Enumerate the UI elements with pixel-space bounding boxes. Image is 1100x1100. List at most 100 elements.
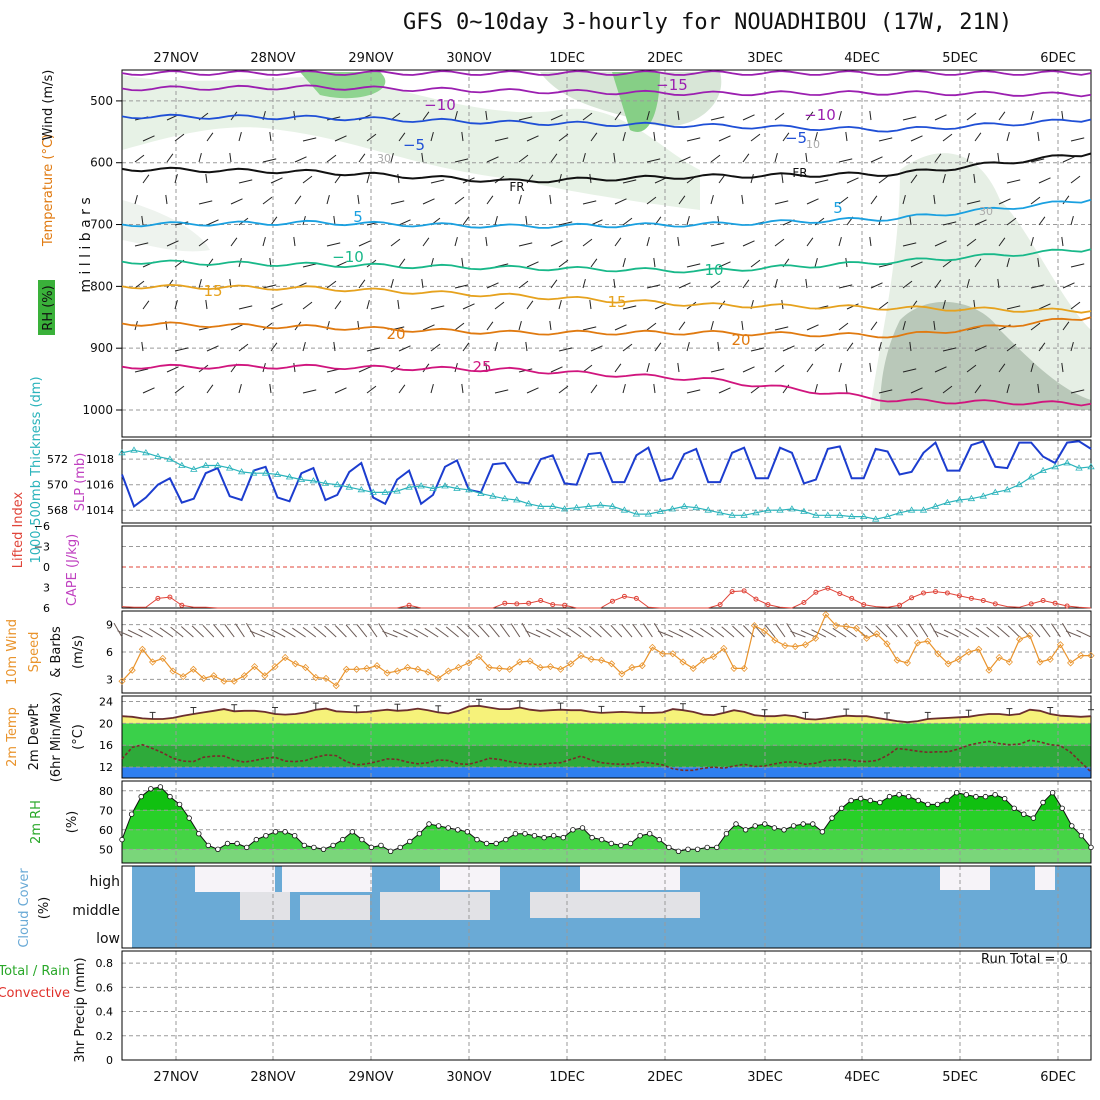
date-label-top: 27NOV [153,51,198,66]
rh-marker [608,840,614,847]
wind-barb [366,299,370,310]
rh-marker [435,823,442,829]
wind-barb [141,341,144,352]
cloud-gap-high [440,866,500,890]
thickness-marker [1087,463,1095,470]
wind-speed-marker [546,663,554,671]
rh-marker [224,840,231,847]
cloud-gap-high [282,866,372,892]
thickness-marker [333,480,342,488]
rh-marker [886,793,893,800]
wind-barb [997,278,1000,289]
wind-barb [1006,257,1010,268]
wind-barb [462,216,470,226]
wind-barb [134,242,149,247]
rh-marker [915,797,921,804]
wind-barb [907,623,919,638]
wind-barb [590,258,598,268]
wind-barb [1030,362,1034,373]
y-tick-label: 0 [43,561,50,574]
rh-marker [445,825,451,831]
wind-barb [599,625,612,638]
wind-barb [334,174,342,184]
thickness-marker [417,482,425,489]
rh-marker [656,836,662,843]
y-tick-label: 600 [90,156,113,170]
wind-barb [174,173,178,184]
wind-barb [518,154,529,163]
lifted-index-panel [121,525,1092,609]
wind-barb [462,303,475,310]
wind-barb [546,628,561,638]
wind-speed-marker [312,673,320,682]
wind-barb [750,259,761,268]
cloud-level-label: high [89,874,120,890]
y-tick-label: 0.2 [96,1030,114,1043]
rh-marker [1088,844,1094,851]
wind-barb [942,221,957,226]
wind-barb [646,322,657,331]
thickness-marker [369,488,377,495]
wind-barb [398,132,406,142]
wind-barb [869,362,872,373]
wind-barb [525,341,528,352]
rh-marker [733,821,739,827]
wind-barb [142,174,150,184]
wind-barb [397,299,400,310]
wind-barb [486,156,499,163]
wind-barb [678,195,686,205]
wind-barb [454,322,465,331]
y-tick-label: 900 [90,341,113,355]
rh-marker [752,823,758,829]
wind-barb [710,320,714,331]
date-label-bottom: 29NOV [348,1070,393,1085]
isotherm-label: −15 [656,76,688,94]
rh-marker [838,805,845,811]
wind-barb [1038,342,1046,352]
rh-marker [340,836,346,843]
rh-marker [397,844,403,851]
rh-legend-label: RH (%) [41,285,56,330]
wind-barb [614,198,627,205]
y-tick-label: 70 [99,804,113,817]
wind-barb [622,131,626,142]
rh-marker [474,836,480,843]
wind-barb [710,627,725,638]
wind-speed-marker [1067,659,1075,667]
wind-barb [1070,389,1085,394]
wind-barb [774,278,778,289]
wind-barb [582,152,586,163]
wind-barb [878,175,889,184]
rh-marker [464,829,471,835]
wind-barb [478,624,490,638]
wind-barb [165,194,168,205]
wind-barb [998,237,1006,247]
wind-barb [774,238,785,247]
rh-marker [1030,815,1037,821]
date-label-top: 3DEC [747,51,783,66]
wind-speed-marker [495,664,503,672]
lifted-index-label: Lifted Index [11,491,26,568]
wind-barb [870,195,878,205]
wind-barb [260,629,276,638]
isotherm--5 [121,113,1092,133]
wind-barb [653,131,656,142]
wind-speed-marker [648,643,656,651]
wind-barb [366,347,381,352]
wind-barb [356,624,368,638]
y-tick-label: 3 [106,673,113,686]
wind-barb [838,110,842,121]
wind-speed-marker [669,650,677,658]
wind-barb [805,152,808,163]
thickness-marker [919,506,928,513]
cloud-gap-high [195,866,275,892]
wind-barb [774,364,785,373]
wind-barb [302,137,317,142]
date-label-bottom: 5DEC [942,1070,978,1085]
wind-speed-marker [393,667,401,675]
wind-barb [933,320,936,331]
wind-barb [646,284,661,289]
thickness-marker [1015,480,1023,488]
lifted-index-marker [610,598,615,604]
wind-barb [206,384,214,394]
